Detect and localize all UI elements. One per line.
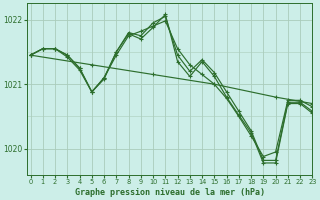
X-axis label: Graphe pression niveau de la mer (hPa): Graphe pression niveau de la mer (hPa): [75, 188, 265, 197]
